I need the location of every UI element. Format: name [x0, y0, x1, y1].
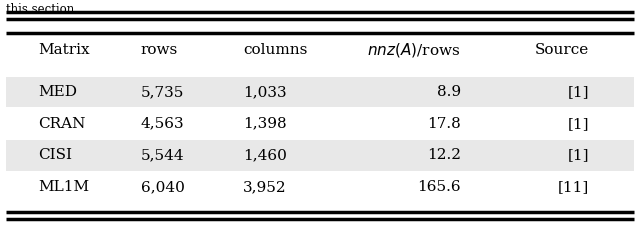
Text: Matrix: Matrix [38, 43, 90, 57]
Text: 17.8: 17.8 [427, 117, 461, 131]
Text: 5,544: 5,544 [141, 148, 184, 163]
Text: CISI: CISI [38, 148, 72, 163]
Text: 5,735: 5,735 [141, 85, 184, 99]
Text: 1,460: 1,460 [243, 148, 287, 163]
Text: 1,398: 1,398 [243, 117, 287, 131]
Bar [6, 140, 634, 171]
Text: 8.9: 8.9 [436, 85, 461, 99]
Text: [11]: [11] [557, 180, 589, 194]
Text: [1]: [1] [567, 148, 589, 163]
Text: [1]: [1] [567, 85, 589, 99]
Text: 3,952: 3,952 [243, 180, 287, 194]
Text: rows: rows [141, 43, 178, 57]
Text: [1]: [1] [567, 117, 589, 131]
Text: columns: columns [243, 43, 308, 57]
Text: MED: MED [38, 85, 77, 99]
Text: this section.: this section. [6, 3, 79, 16]
Text: 165.6: 165.6 [417, 180, 461, 194]
Text: CRAN: CRAN [38, 117, 86, 131]
Text: Source: Source [534, 43, 589, 57]
Text: ML1M: ML1M [38, 180, 90, 194]
Text: 4,563: 4,563 [141, 117, 184, 131]
Bar [6, 77, 634, 107]
Text: 12.2: 12.2 [427, 148, 461, 163]
Text: 6,040: 6,040 [141, 180, 185, 194]
Text: 1,033: 1,033 [243, 85, 287, 99]
Text: $nnz(A)$/rows: $nnz(A)$/rows [367, 41, 461, 59]
